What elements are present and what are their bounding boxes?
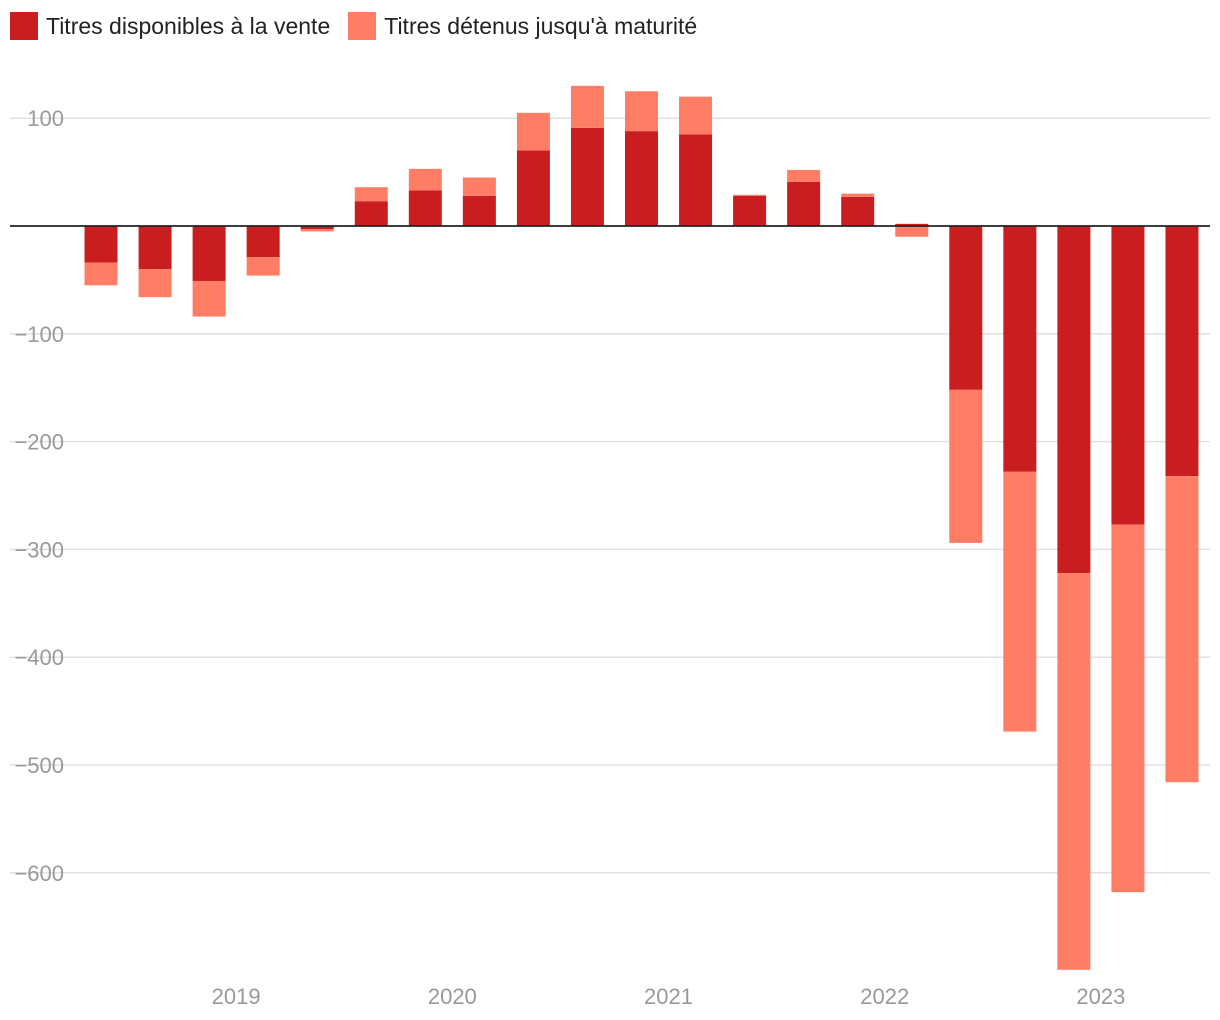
bar-available-for-sale	[462, 195, 496, 226]
bar-available-for-sale	[679, 134, 713, 226]
bar-held-to-maturity	[246, 257, 280, 276]
bar-available-for-sale	[895, 223, 929, 226]
y-tick-label: −200	[14, 430, 64, 455]
bar-available-for-sale	[192, 226, 226, 281]
bar-held-to-maturity	[625, 91, 658, 132]
bar-held-to-maturity	[1003, 471, 1037, 732]
x-tick-label: 2021	[644, 984, 693, 1009]
legend-swatch-held-to-maturity	[348, 12, 377, 40]
bar-available-for-sale	[570, 127, 604, 226]
bar-available-for-sale	[625, 131, 658, 226]
y-tick-label: −300	[14, 537, 64, 562]
bar-available-for-sale	[1165, 226, 1199, 477]
bar-available-for-sale	[246, 226, 280, 258]
bar-available-for-sale	[1057, 226, 1091, 574]
legend-label-available-for-sale: Titres disponibles à la vente	[46, 12, 331, 39]
bar-available-for-sale	[787, 181, 821, 226]
bar-available-for-sale	[354, 201, 388, 226]
bar-held-to-maturity	[354, 187, 388, 202]
x-tick-label: 2022	[860, 984, 909, 1009]
bar-held-to-maturity	[841, 193, 875, 197]
bar-available-for-sale	[1003, 226, 1037, 472]
bar-available-for-sale	[408, 190, 442, 226]
y-tick-label: −400	[14, 645, 64, 670]
bar-held-to-maturity	[1165, 476, 1199, 783]
bar-held-to-maturity	[1057, 573, 1091, 970]
bar-available-for-sale	[516, 150, 550, 226]
legend-item-available-for-sale[interactable]: Titres disponibles à la vente	[10, 12, 330, 40]
bar-available-for-sale	[138, 226, 172, 270]
bar-held-to-maturity	[679, 96, 713, 135]
bar-held-to-maturity	[570, 85, 604, 128]
bar-available-for-sale	[84, 226, 118, 263]
legend-swatch-available-for-sale	[10, 12, 38, 40]
bar-held-to-maturity	[138, 269, 172, 298]
x-tick-label: 2023	[1076, 984, 1125, 1009]
x-tick-label: 2019	[212, 984, 261, 1009]
bars	[84, 85, 1199, 970]
y-tick-label: −600	[14, 861, 64, 886]
bar-held-to-maturity	[949, 389, 983, 543]
bar-available-for-sale	[733, 195, 767, 226]
bar-held-to-maturity	[787, 169, 821, 182]
bar-held-to-maturity	[1111, 524, 1145, 893]
bar-held-to-maturity	[408, 168, 442, 191]
bar-held-to-maturity	[462, 177, 496, 196]
bar-held-to-maturity	[516, 112, 550, 151]
bar-available-for-sale	[1111, 226, 1145, 525]
y-tick-label: −100	[14, 322, 64, 347]
bar-held-to-maturity	[300, 229, 334, 232]
y-axis-labels: 100 −100 −200 −300 −400 −500 −600	[14, 106, 64, 886]
bar-held-to-maturity	[192, 280, 226, 317]
y-tick-label: 100	[27, 106, 64, 131]
x-tick-label: 2020	[428, 984, 477, 1009]
y-tick-label: −500	[14, 753, 64, 778]
bar-held-to-maturity	[895, 226, 929, 237]
bar-available-for-sale	[949, 226, 983, 390]
legend: Titres disponibles à la vente Titres dét…	[10, 10, 715, 42]
bar-available-for-sale	[300, 226, 334, 230]
x-axis-labels: 2019 2020 2021 2022 2023	[212, 984, 1126, 1009]
bar-held-to-maturity	[84, 262, 118, 286]
legend-item-held-to-maturity[interactable]: Titres détenus jusqu'à maturité	[348, 12, 697, 40]
bar-held-to-maturity	[733, 194, 767, 196]
bar-available-for-sale	[841, 196, 875, 226]
legend-label-held-to-maturity: Titres détenus jusqu'à maturité	[384, 12, 698, 39]
